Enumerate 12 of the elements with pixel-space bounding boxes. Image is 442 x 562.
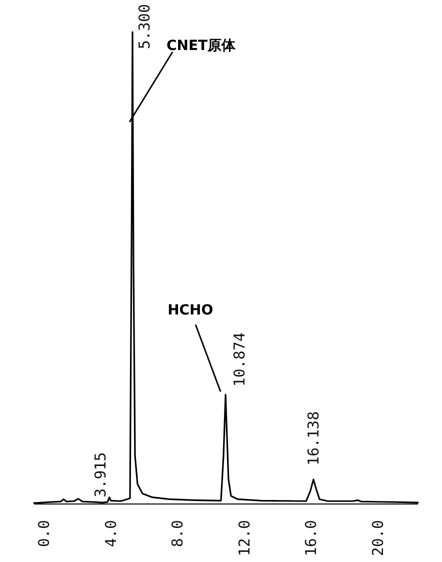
annotation: 3.915 [91, 452, 110, 498]
annotation: HCHO [168, 302, 214, 319]
x-tick-label: 20.0 [368, 520, 387, 556]
x-tick-label: 0.0 [35, 520, 54, 548]
annotation: 10.874 [230, 332, 249, 387]
x-tick-label: 12.0 [235, 520, 254, 556]
annotation: CNET原体 [166, 38, 237, 54]
x-tick-label: 8.0 [168, 520, 187, 548]
annotation: 16.138 [304, 411, 322, 466]
annotation: 5.300 [136, 4, 154, 50]
x-tick-label: 4.0 [102, 520, 120, 548]
x-tick-label: 16.0 [302, 520, 320, 556]
